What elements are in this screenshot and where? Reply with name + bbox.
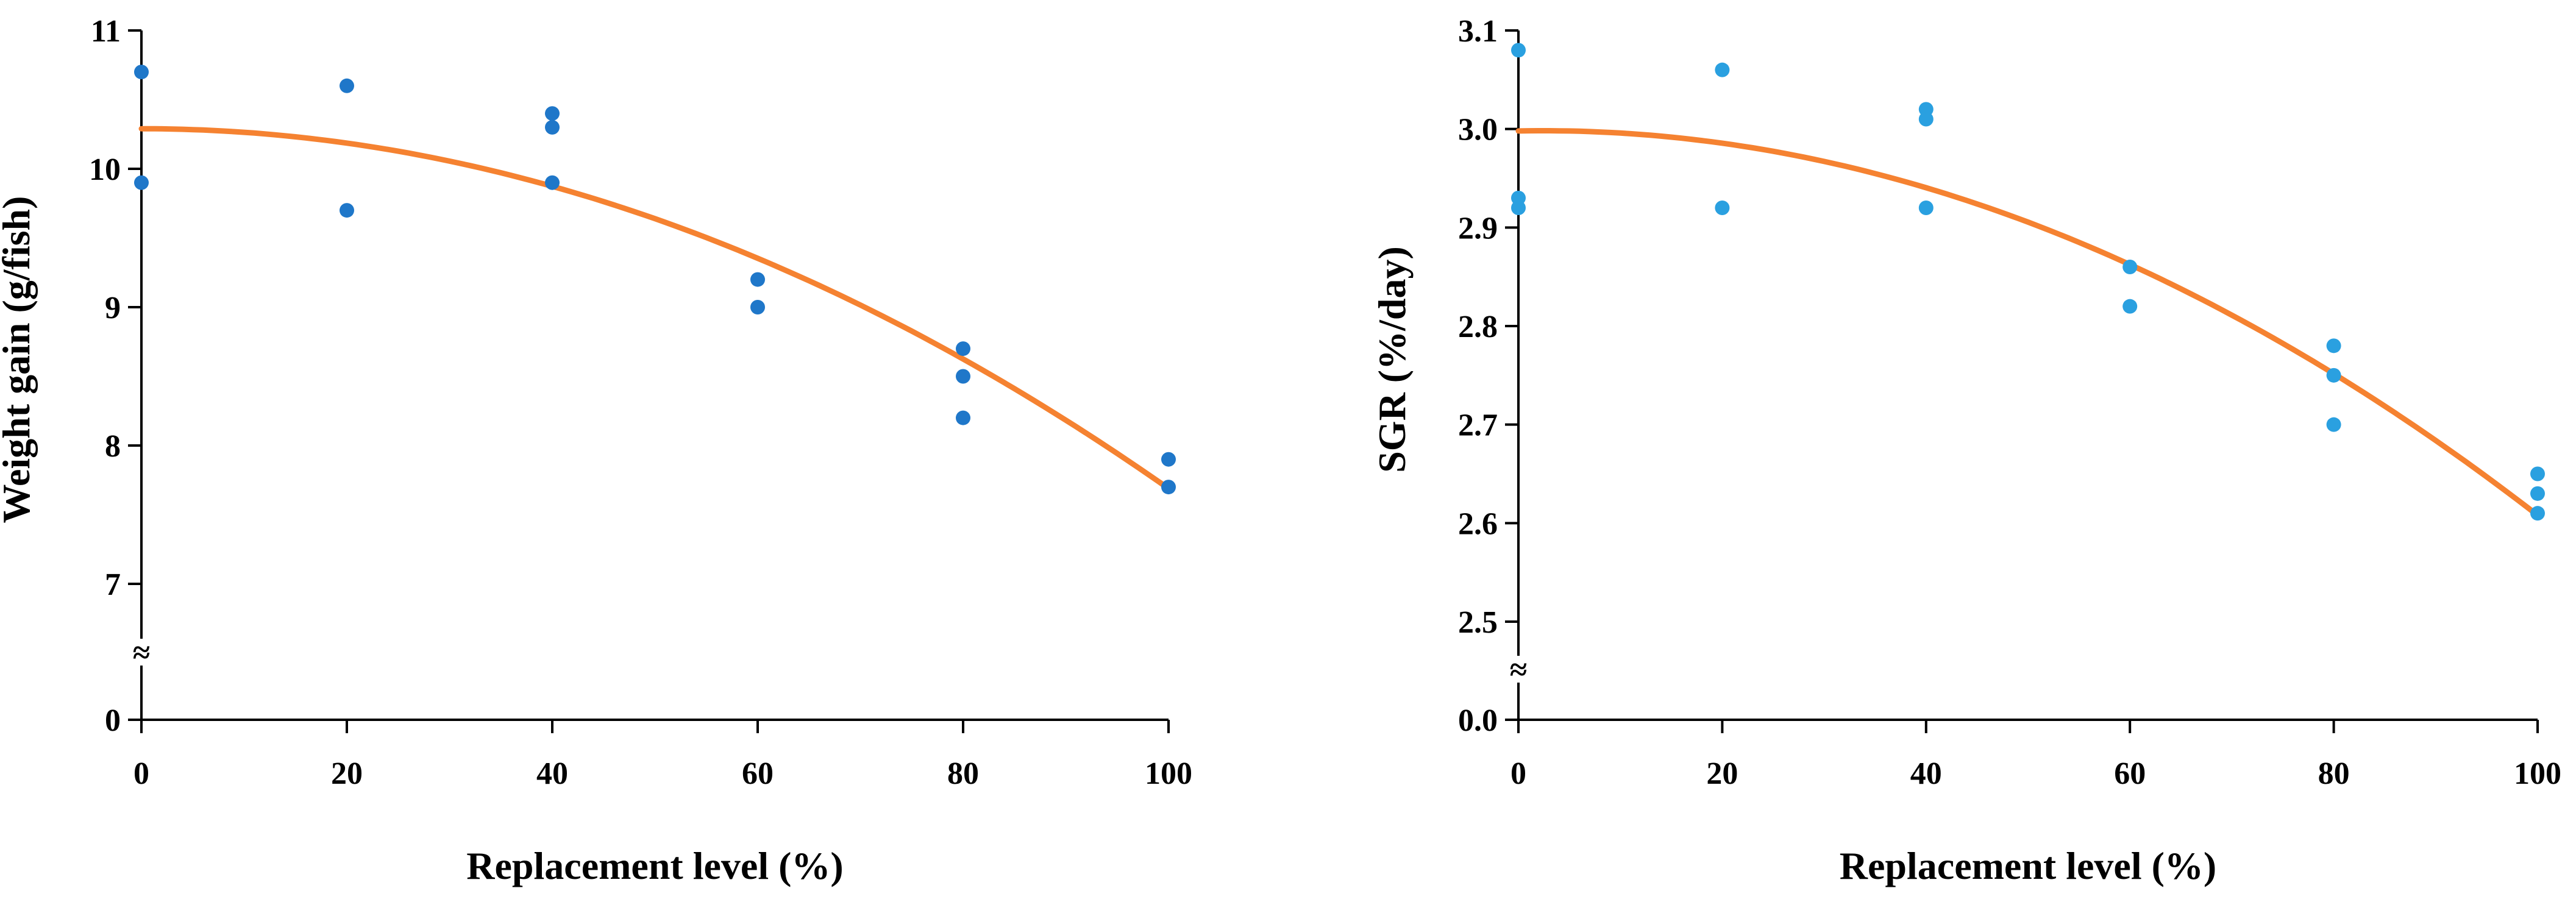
data-point [1715, 201, 1730, 215]
data-point [1511, 43, 1526, 58]
data-point [2326, 368, 2341, 383]
data-point [2326, 417, 2341, 432]
y-tick-label: 8 [105, 429, 121, 464]
data-point [2530, 486, 2545, 501]
y-tick-label: 10 [89, 152, 121, 187]
data-point [2530, 466, 2545, 481]
data-point [2326, 338, 2341, 353]
y-axis-title: SGR (%/day) [1370, 246, 1414, 473]
weight-gain-chart: ≈7 8 9 10 11 00 20 40 60 80 100 Replacement level (… [0, 14, 1192, 887]
data-point [2122, 299, 2138, 314]
data-point [750, 300, 765, 314]
fit-curve [138, 126, 1172, 492]
y-tick-label: 2.9 [1458, 211, 1498, 246]
y-tick-label: 2.5 [1458, 605, 1498, 640]
axis-break-mark: ≈ [133, 636, 151, 670]
x-tick-label: 60 [742, 756, 774, 791]
x-tick-label: 80 [947, 756, 979, 791]
x-tick-label: 0 [1510, 756, 1526, 791]
y-tick-label: 3.1 [1458, 14, 1498, 49]
x-tick-label: 40 [536, 756, 568, 791]
data-point [1918, 112, 1934, 127]
fit-curve [1515, 128, 2541, 518]
y-break-label: 0.0 [1458, 703, 1498, 738]
data-point [1511, 201, 1526, 215]
x-tick-label: 0 [133, 756, 149, 791]
data-point [1715, 62, 1730, 77]
x-tick-label: 40 [1910, 756, 1942, 791]
y-axis-title: Weight gain (g/fish) [0, 196, 38, 524]
data-point [545, 119, 560, 135]
axis-break-mark: ≈ [1510, 653, 1528, 687]
data-point [134, 175, 149, 190]
x-axis-title: Replacement level (%) [466, 844, 843, 887]
data-point [956, 341, 970, 357]
x-tick-label: 100 [2514, 756, 2561, 791]
x-tick-label: 100 [1145, 756, 1192, 791]
y-tick-label: 9 [105, 291, 121, 325]
y-tick-label: 7 [105, 567, 121, 602]
data-point [2530, 506, 2545, 521]
data-point [750, 272, 765, 287]
data-point [2122, 260, 2138, 274]
y-tick-label: 11 [91, 14, 121, 49]
x-tick-label: 20 [1706, 756, 1738, 791]
y-tick-label: 2.6 [1458, 506, 1498, 541]
x-axis-title: Replacement level (%) [1840, 844, 2216, 887]
data-point [134, 65, 149, 80]
sgr-chart: ≈2.5 2.6 2.7 2.8 2.9 3.0 3.1 0.0 0 20 40 60 80 100 Rep… [1370, 14, 2561, 887]
y-tick-label: 2.7 [1458, 408, 1498, 443]
data-point [545, 106, 560, 121]
y-tick-label: 3.0 [1458, 113, 1498, 147]
data-point [956, 369, 970, 384]
y-tick-label: 2.8 [1458, 310, 1498, 344]
data-point [545, 175, 560, 190]
data-point [1918, 201, 1934, 215]
y-break-label: 0 [105, 703, 121, 738]
x-tick-label: 80 [2318, 756, 2350, 791]
data-point [340, 78, 354, 93]
data-point [340, 203, 354, 218]
data-point [1161, 452, 1176, 467]
data-point [1161, 480, 1176, 495]
data-point [956, 410, 970, 425]
x-tick-label: 60 [2114, 756, 2146, 791]
x-tick-label: 20 [331, 756, 363, 791]
